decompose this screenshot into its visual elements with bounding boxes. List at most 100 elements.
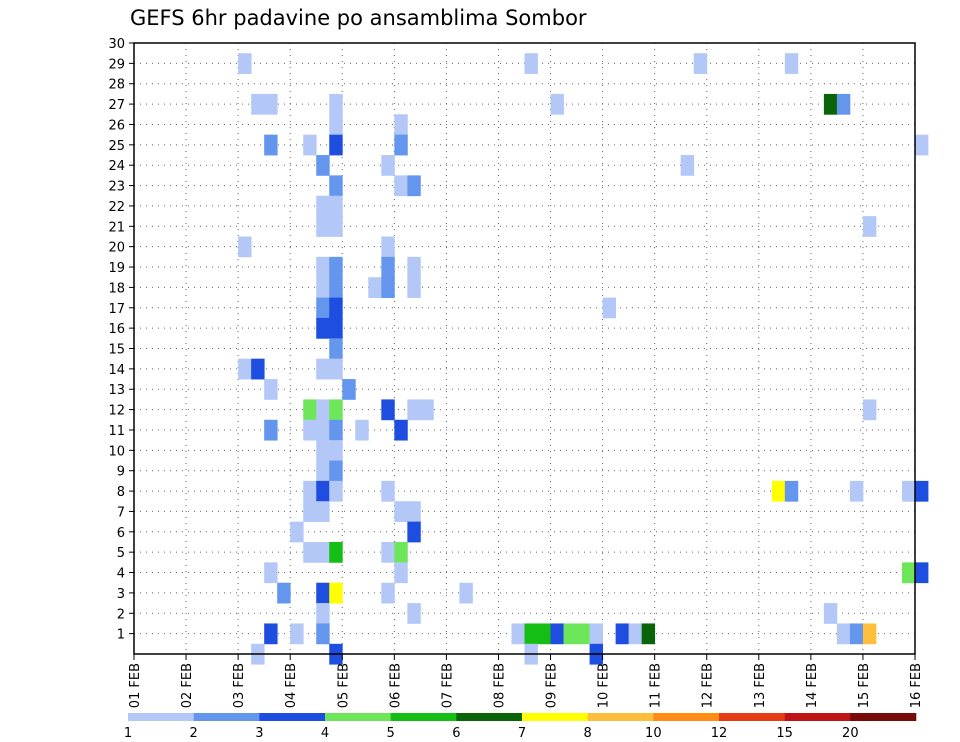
colorbar-swatch	[390, 713, 457, 721]
heatmap-cell	[862, 399, 877, 421]
x-tick-label: 07 FEB	[440, 663, 455, 708]
x-tick-label: 03 FEB	[232, 663, 247, 708]
heatmap-cell	[329, 440, 343, 461]
heatmap-cell	[316, 256, 330, 278]
heatmap-cell	[407, 399, 421, 421]
colorbar-legend: 1 2 3 4 5 6 7 8 10 12 15 20	[124, 713, 917, 741]
colorbar-label: 12	[711, 726, 728, 741]
heatmap-cell	[615, 623, 630, 645]
heatmap-cell	[316, 216, 330, 237]
heatmap-cell	[251, 358, 265, 380]
heatmap-cell	[329, 216, 343, 237]
heatmap-cell	[316, 440, 330, 461]
y-tick-label: 15	[108, 343, 125, 358]
y-tick-label: 26	[108, 118, 125, 133]
plot-frame	[133, 42, 916, 655]
colorbar-swatch	[784, 713, 851, 721]
y-tick-label: 24	[108, 159, 125, 174]
heatmap-cell	[915, 562, 929, 584]
heatmap-cell	[303, 419, 317, 441]
heatmap-cell	[641, 623, 656, 645]
heatmap-cell	[316, 317, 330, 339]
heatmap-cell	[823, 603, 838, 624]
x-tick-label: 01 FEB	[128, 663, 143, 708]
heatmap-cell	[342, 379, 356, 400]
y-tick-label: 7	[117, 505, 125, 520]
heatmap-cell	[550, 623, 564, 645]
heatmap-cell	[316, 358, 330, 380]
colorbar-label: 1	[124, 726, 132, 741]
colorbar-label: 6	[452, 726, 460, 741]
heatmap-cell	[303, 480, 317, 502]
heatmap-cell	[901, 480, 916, 502]
heatmap-cell	[303, 541, 317, 563]
heatmap-cell	[329, 419, 343, 441]
heatmap-cell	[329, 114, 343, 136]
heatmap-cell	[329, 134, 343, 156]
chart-title: GEFS 6hr padavine po ansamblima Sombor	[130, 6, 587, 30]
x-tick-label: 12 FEB	[701, 663, 716, 708]
heatmap-cell	[511, 623, 525, 645]
y-tick-label: 19	[108, 261, 125, 276]
heatmap-cell	[836, 623, 851, 645]
heatmap-cell	[381, 480, 395, 502]
x-tick-label: 13 FEB	[753, 663, 768, 708]
heatmap-cell	[420, 399, 434, 421]
heatmap-cell	[238, 358, 252, 380]
y-tick-label: 22	[108, 200, 125, 215]
heatmap-cell	[394, 419, 408, 441]
heatmap-cell	[407, 501, 421, 523]
y-tick-label: 14	[108, 363, 125, 378]
heatmap-cell	[303, 399, 317, 421]
heatmap-cell	[316, 480, 330, 502]
heatmap-cell	[316, 623, 330, 645]
x-tick-label: 02 FEB	[180, 663, 195, 708]
heatmap-cell	[784, 53, 799, 74]
heatmap-cell	[459, 582, 473, 604]
colorbar-swatch	[522, 713, 588, 721]
x-tick-label: 04 FEB	[284, 663, 299, 708]
heatmap-cell	[915, 480, 929, 502]
y-tick-label: 25	[108, 139, 125, 154]
heatmap-cell	[316, 155, 330, 176]
heatmap-cell	[394, 175, 408, 197]
heatmap-cell	[381, 277, 395, 298]
heatmap-cell	[407, 521, 421, 543]
heatmap-cell	[524, 623, 538, 645]
heatmap-cell	[823, 93, 838, 115]
heatmap-cell	[316, 603, 330, 624]
colorbar-label: 10	[645, 726, 662, 741]
y-tick-label: 28	[108, 78, 125, 93]
heatmap-cell	[238, 236, 252, 258]
x-tick-label: 06 FEB	[388, 663, 403, 708]
heatmap-cell	[329, 480, 343, 502]
heatmap-cell	[329, 399, 343, 421]
y-tick-label: 4	[117, 567, 125, 582]
heatmap-cell	[316, 501, 330, 523]
heatmap-cell	[394, 134, 408, 156]
colorbar-label: 15	[776, 726, 793, 741]
heatmap-cell	[394, 501, 408, 523]
heatmap-cell	[329, 93, 343, 115]
heatmap-cell	[849, 480, 864, 502]
x-axis-ticks: 01 FEB 02 FEB 03 FEB 04 FEB 05 FEB 06 FEB 07 F…	[128, 654, 924, 708]
heatmap-cell	[329, 256, 343, 278]
heatmap-cell	[381, 399, 395, 421]
x-tick-label: 05 FEB	[336, 663, 351, 708]
heatmap-cell	[628, 623, 643, 645]
colorbar-swatch	[587, 713, 654, 721]
heatmap-cell	[394, 114, 408, 136]
heatmap-cell	[316, 297, 330, 319]
y-tick-label: 16	[108, 322, 125, 337]
heatmap-cell	[316, 541, 330, 563]
heatmap-cell	[680, 155, 695, 176]
heatmap-cell	[524, 53, 538, 74]
heatmap-cell	[264, 379, 278, 400]
y-tick-label: 23	[108, 180, 125, 195]
heatmap-cell	[316, 399, 330, 421]
heatmap-cell	[303, 134, 317, 156]
y-tick-label: 5	[117, 546, 125, 561]
heatmap-cell	[381, 155, 395, 176]
y-tick-label: 29	[108, 57, 125, 72]
heatmap-cell	[849, 623, 864, 645]
